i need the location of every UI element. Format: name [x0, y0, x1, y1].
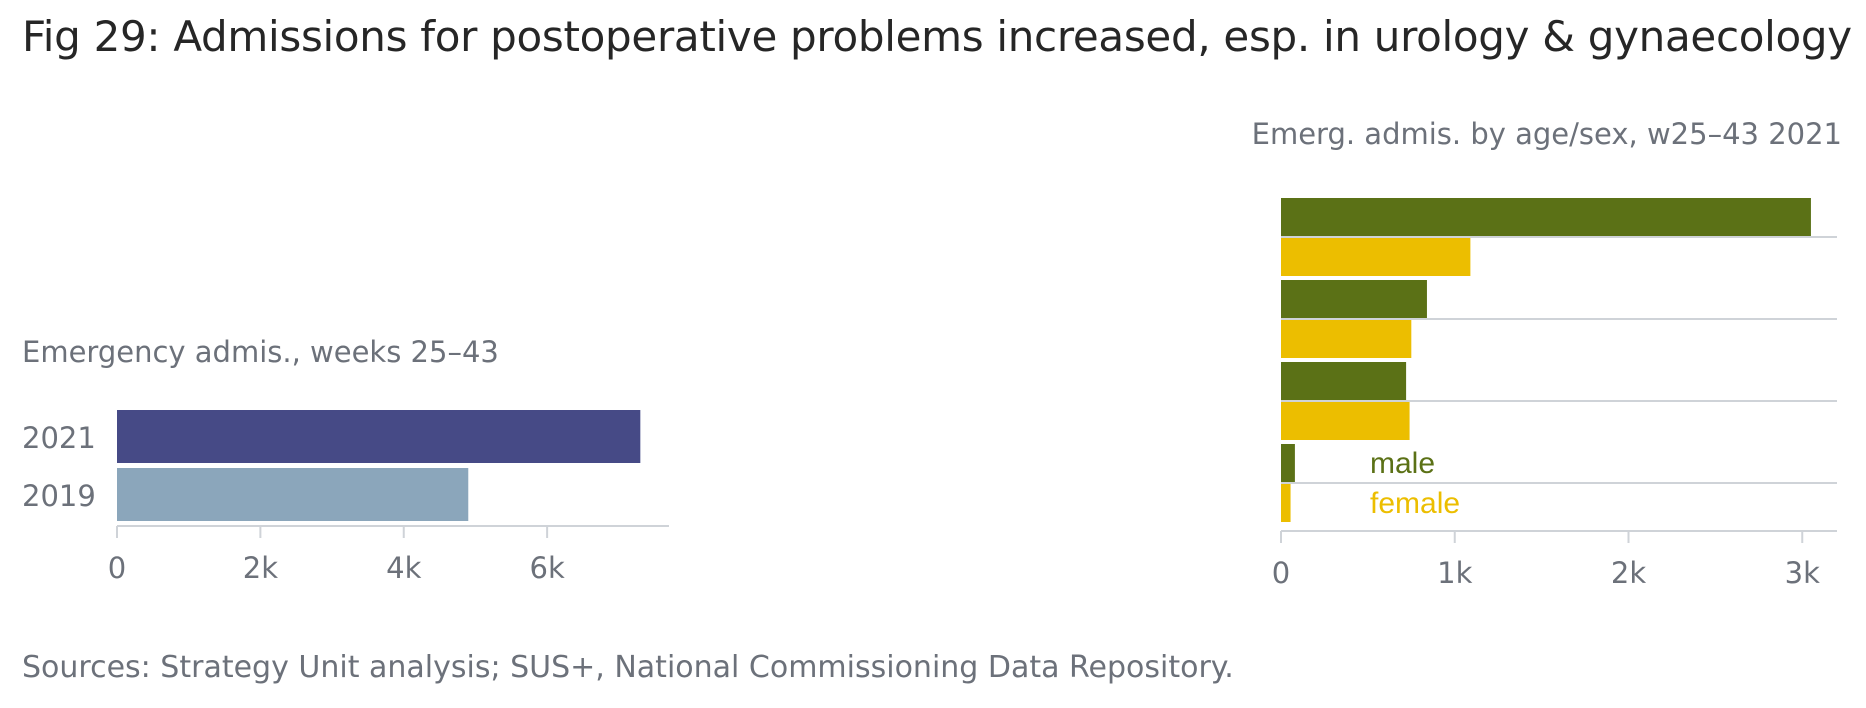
bar-female-group-2 — [1281, 320, 1412, 358]
left-tick-label: 2k — [243, 551, 278, 585]
left-tick-label: 4k — [386, 551, 421, 585]
left-panel: Emergency admis., weeks 25–43 2021 2019 0… — [22, 335, 669, 585]
legend-female: female — [1370, 487, 1460, 520]
source-note: Sources: Strategy Unit analysis; SUS+, N… — [22, 650, 1234, 685]
right-panel: Emerg. admis. by age/sex, w25–43 2021 0 1… — [1252, 117, 1842, 590]
bar-male-group-3 — [1281, 362, 1407, 400]
bar-female-group-3 — [1281, 402, 1410, 440]
right-gridlines — [1281, 236, 1837, 484]
left-tick-label: 6k — [530, 551, 565, 585]
category-label-2021: 2021 — [22, 421, 96, 455]
bar-male-group-2 — [1281, 280, 1427, 318]
legend-male: male — [1370, 447, 1435, 480]
category-label-2019: 2019 — [22, 479, 96, 513]
right-tick-label: 0 — [1272, 556, 1290, 590]
bar-2019 — [117, 468, 469, 521]
right-x-axis: 0 1k 2k 3k — [1272, 530, 1837, 590]
bar-male-group-1 — [1281, 198, 1811, 236]
bar-2021 — [117, 410, 641, 463]
bar-male-group-4 — [1281, 444, 1295, 482]
bar-female-group-1 — [1281, 238, 1471, 276]
left-tick-label: 0 — [108, 551, 126, 585]
right-tick-label: 1k — [1437, 556, 1472, 590]
left-bars: 2021 2019 — [22, 410, 641, 521]
bar-female-group-4 — [1281, 484, 1291, 522]
chart-title: Fig 29: Admissions for postoperative pro… — [22, 12, 1852, 61]
right-bars — [1281, 198, 1811, 522]
right-tick-label: 2k — [1611, 556, 1646, 590]
right-tick-label: 3k — [1785, 556, 1820, 590]
left-subtitle: Emergency admis., weeks 25–43 — [22, 335, 499, 369]
left-x-axis: 0 2k 4k 6k — [108, 525, 669, 585]
right-subtitle: Emerg. admis. by age/sex, w25–43 2021 — [1252, 117, 1842, 151]
